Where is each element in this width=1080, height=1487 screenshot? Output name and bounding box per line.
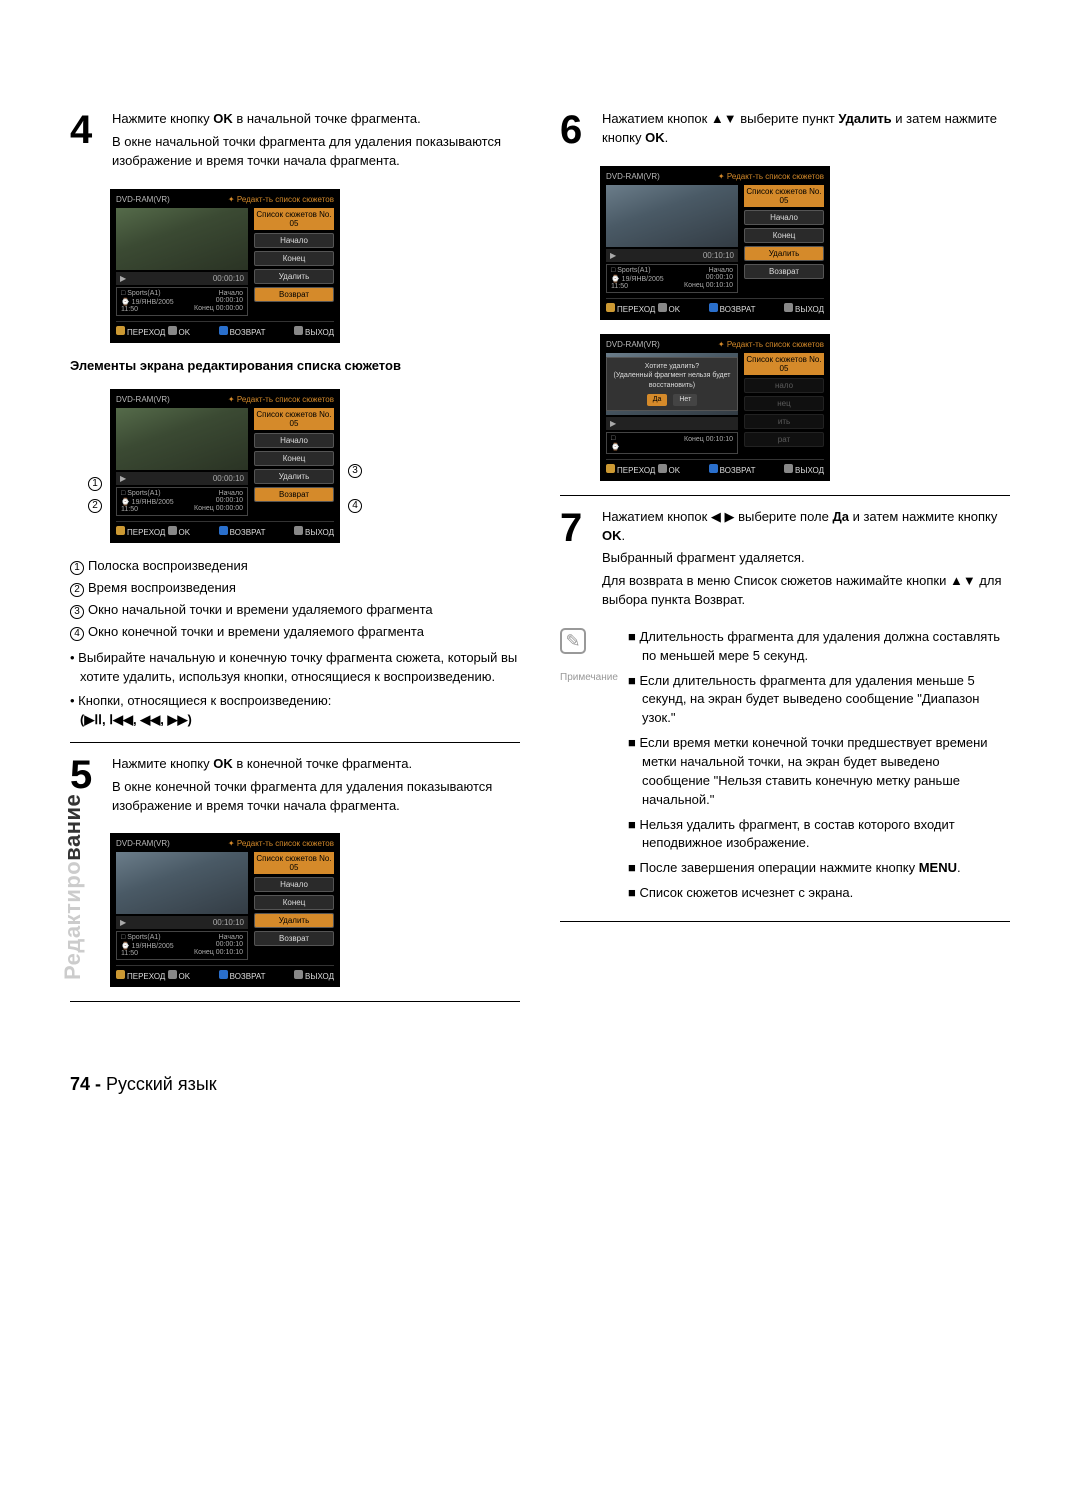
step-4: 4 Нажмите кнопку OK в начальной точке фр… [70,110,520,175]
legend-item: Окно начальной точки и времени удаляемог… [88,602,433,617]
start-button[interactable]: Начало [254,233,334,248]
legend-item: Время воспроизведения [88,580,236,595]
footer-move: ПЕРЕХОД [127,328,165,337]
note-item: Если время метки конечной точки предшест… [628,734,1010,809]
note-label: Примечание [560,672,620,683]
preview-dialog: Хотите удалить? (Удаленный фрагмент нель… [606,353,738,415]
clip-name: Sports(A1) [127,290,160,297]
tip-item: Выбирайте начальную и конечную точку фра… [70,649,520,687]
note-item: Список сюжетов исчезнет с экрана. [628,884,1010,903]
screenshot-elements: DVD-RAM(VR)✦ Редакт-ть список сюжетов ▶0… [110,389,520,543]
footer-back: ВОЗВРАТ [230,328,266,337]
footer-ok: OK [179,328,191,337]
text: в начальной точке фрагмента. [233,111,421,126]
screenshot-step4: DVD-RAM(VR)✦ Редакт-ть список сюжетов ▶0… [110,189,520,343]
tip-item: Кнопки, относящиеся к воспроизведению:(▶… [70,692,520,730]
step-7: 7 Нажатием кнопок ◀ ▶ выберите поле Да и… [560,508,1010,614]
screenshot-step6a: DVD-RAM(VR)✦ Редакт-ть список сюжетов ▶0… [600,166,1010,320]
page-footer: 74 - Русский язык [70,1074,1010,1095]
step-6: 6 Нажатием кнопок ▲▼ выберите пункт Удал… [560,110,1010,152]
step-number: 6 [560,110,592,152]
delete-button[interactable]: Удалить [254,269,334,284]
screenshot-step5: DVD-RAM(VR)✦ Редакт-ть список сюжетов ▶0… [110,833,520,987]
end-button[interactable]: Конец [254,251,334,266]
elements-subhead: Элементы экрана редактирования списка сю… [70,357,520,375]
shot-header-right: ✦ Редакт-ть список сюжетов [228,195,334,204]
play-symbols: (▶ⅠⅠ, Ⅰ◀◀, ◀◀, ▶▶) [80,712,192,727]
yes-button[interactable]: Да [647,394,668,406]
separator [560,921,1010,922]
clip-date: 19/ЯНВ/2005 11:50 [121,299,174,313]
note-item: Длительность фрагмента для удаления долж… [628,628,1010,666]
no-button[interactable]: Нет [673,394,697,406]
separator [70,742,520,743]
preview-image [116,208,248,270]
separator [560,495,1010,496]
screenshot-step6b: DVD-RAM(VR)✦ Редакт-ть список сюжетов Хо… [600,334,1010,481]
scene-title: Список сюжетов No. 05 [254,208,334,230]
preview-image [606,185,738,247]
step-number: 4 [70,110,102,175]
step-desc: В окне конечной точки фрагмента для удал… [112,778,520,816]
side-tab: Редактирование [60,794,86,980]
note-block: ✎ Примечание Длительность фрагмента для … [560,628,1010,909]
anno-1: 1 [88,477,102,491]
legend-item: Окно конечной точки и времени удаляемого… [88,624,424,639]
step-desc: Для возврата в меню Список сюжетов нажим… [602,572,1010,610]
footer-exit: ВЫХОД [305,328,334,337]
anno-4: 4 [348,499,362,513]
text: Нажмите кнопку [112,111,213,126]
step-number: 7 [560,508,592,614]
ok-label: OK [213,111,233,126]
anno-3: 3 [348,464,362,478]
preview-image [116,852,248,914]
legend-list: 1Полоска воспроизведения 2Время воспроиз… [70,557,520,642]
playback-time: 00:00:10 [213,274,244,283]
note-item: После завершения операции нажмите кнопку… [628,859,1010,878]
note-icon: ✎ [560,628,586,654]
step-desc: В окне начальной точки фрагмента для уда… [112,133,520,171]
separator [70,1001,520,1002]
note-item: Если длительность фрагмента для удаления… [628,672,1010,729]
dialog-question: Хотите удалить? [613,362,731,372]
note-item: Нельзя удалить фрагмент, в состав которо… [628,816,1010,854]
step-5: 5 Нажмите кнопку OK в конечной точке фра… [70,755,520,820]
step-desc: Выбранный фрагмент удаляется. [602,549,1010,568]
legend-item: Полоска воспроизведения [88,558,248,573]
dialog-sub: (Удаленный фрагмент нельзя будет восстан… [613,371,731,391]
tips-list: Выбирайте начальную и конечную точку фра… [70,649,520,729]
anno-2: 2 [88,499,102,513]
preview-image [116,408,248,470]
shot-header-left: DVD-RAM(VR) [116,195,170,204]
return-button[interactable]: Возврат [254,287,334,302]
